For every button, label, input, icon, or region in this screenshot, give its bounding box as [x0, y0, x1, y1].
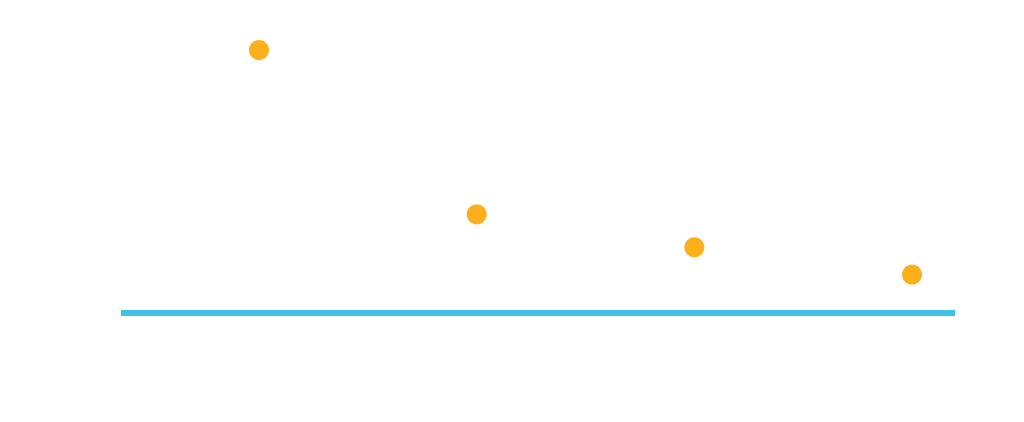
data-point: [902, 264, 922, 285]
data-point: [249, 40, 269, 60]
data-point: [684, 237, 705, 258]
data-point: [466, 204, 487, 225]
points-layer: [249, 40, 922, 285]
